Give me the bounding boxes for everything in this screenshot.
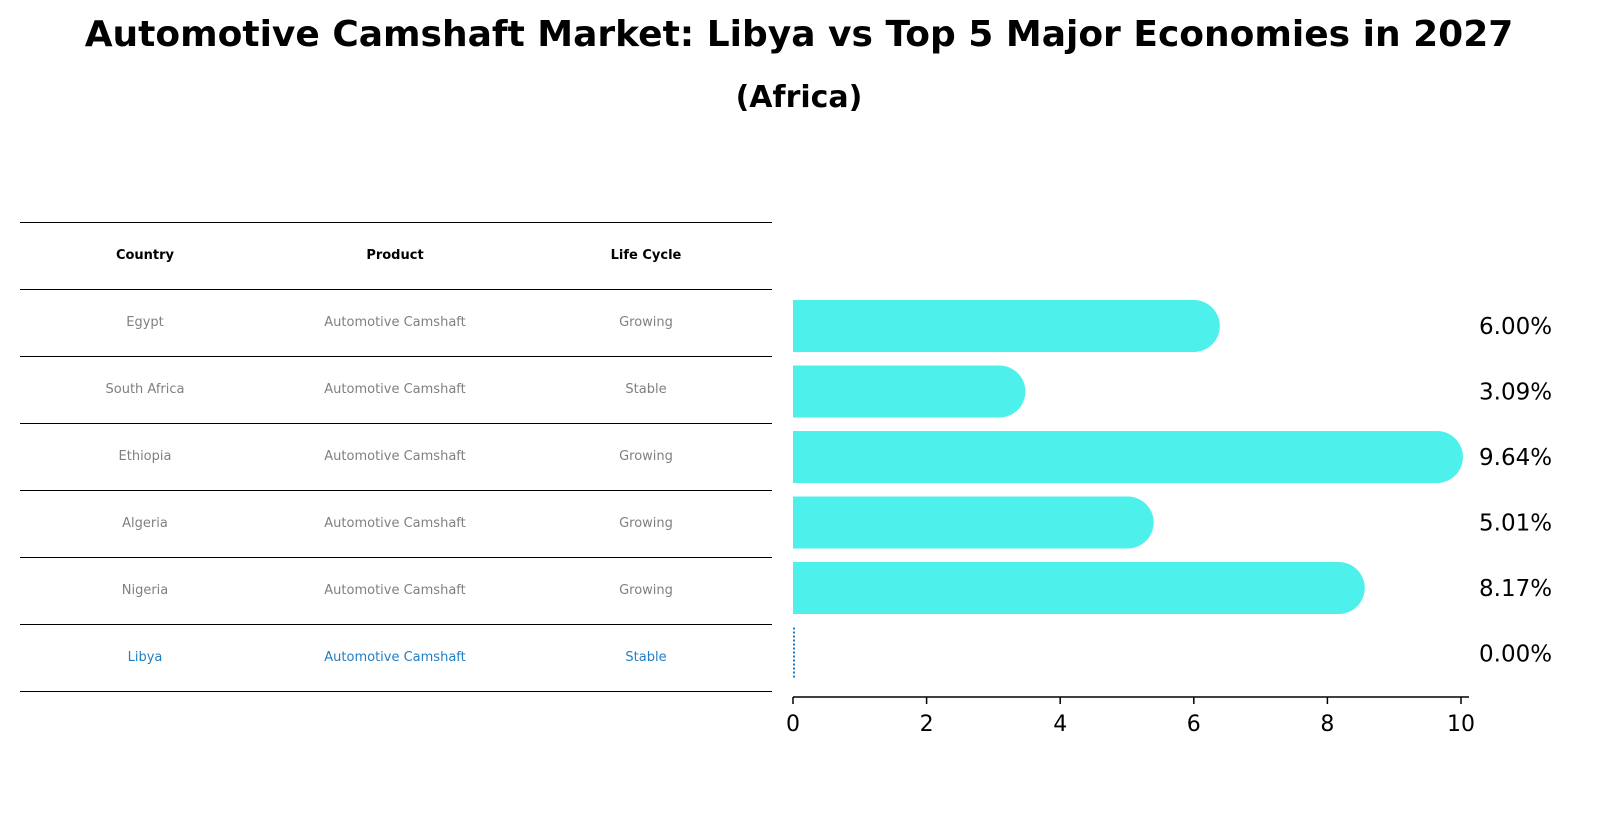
- cell-country: Nigeria: [121, 583, 169, 598]
- header-life-cycle: Life Cycle: [610, 248, 682, 263]
- bar: [793, 431, 1463, 483]
- bar: [793, 496, 1154, 549]
- bar-value-label: 9.64%: [1479, 445, 1552, 471]
- cell-product: Automotive Camshaft: [324, 315, 466, 330]
- cell-product: Automotive Camshaft: [324, 650, 466, 665]
- x-tick-label: 2: [920, 712, 934, 737]
- chart-title: Automotive Camshaft Market: Libya vs Top…: [84, 14, 1514, 55]
- table-row: Nigeria Automotive Camshaft Growing: [20, 557, 772, 624]
- bar: [793, 562, 1365, 614]
- table-row: Egypt Automotive Camshaft Growing: [20, 289, 772, 356]
- x-tick-label: 4: [1053, 712, 1067, 737]
- cell-country: South Africa: [105, 382, 185, 397]
- x-tick-label: 6: [1187, 712, 1201, 737]
- cell-life-cycle: Growing: [619, 315, 673, 330]
- cell-product: Automotive Camshaft: [324, 449, 466, 464]
- table-header-row: Country Product Life Cycle: [20, 222, 772, 289]
- x-tick-label: 10: [1447, 712, 1475, 737]
- cell-country: Egypt: [126, 315, 164, 330]
- header-country: Country: [115, 248, 175, 263]
- cell-country: Libya: [127, 650, 163, 665]
- bar-value-label: 6.00%: [1479, 314, 1552, 340]
- cell-country: Algeria: [122, 516, 168, 531]
- cell-life-cycle: Growing: [619, 583, 673, 598]
- cell-product: Automotive Camshaft: [324, 382, 466, 397]
- bar-value-label: 0.00%: [1479, 642, 1552, 668]
- cell-product: Automotive Camshaft: [324, 516, 466, 531]
- bar-value-label: 5.01%: [1479, 511, 1552, 537]
- table-row-highlight: Libya Automotive Camshaft Stable: [20, 624, 772, 692]
- x-tick-label: 8: [1320, 712, 1334, 737]
- cell-country: Ethiopia: [118, 449, 172, 464]
- table-row: Ethiopia Automotive Camshaft Growing: [20, 423, 772, 490]
- x-tick-label: 0: [786, 712, 800, 737]
- chart-subtitle: (Africa): [735, 80, 863, 115]
- bar-value-label: 3.09%: [1479, 380, 1552, 406]
- header-product: Product: [366, 248, 424, 263]
- cell-life-cycle: Stable: [625, 382, 667, 397]
- table-row: Algeria Automotive Camshaft Growing: [20, 490, 772, 557]
- cell-product: Automotive Camshaft: [324, 583, 466, 598]
- data-table: Country Product Life Cycle Egypt Automot…: [20, 222, 772, 692]
- bar-value-label: 8.17%: [1479, 576, 1552, 602]
- bar: [793, 365, 1026, 418]
- cell-life-cycle: Growing: [619, 516, 673, 531]
- table-row: South Africa Automotive Camshaft Stable: [20, 356, 772, 423]
- bar: [793, 300, 1220, 352]
- cell-life-cycle: Stable: [625, 650, 667, 665]
- cell-life-cycle: Growing: [619, 449, 673, 464]
